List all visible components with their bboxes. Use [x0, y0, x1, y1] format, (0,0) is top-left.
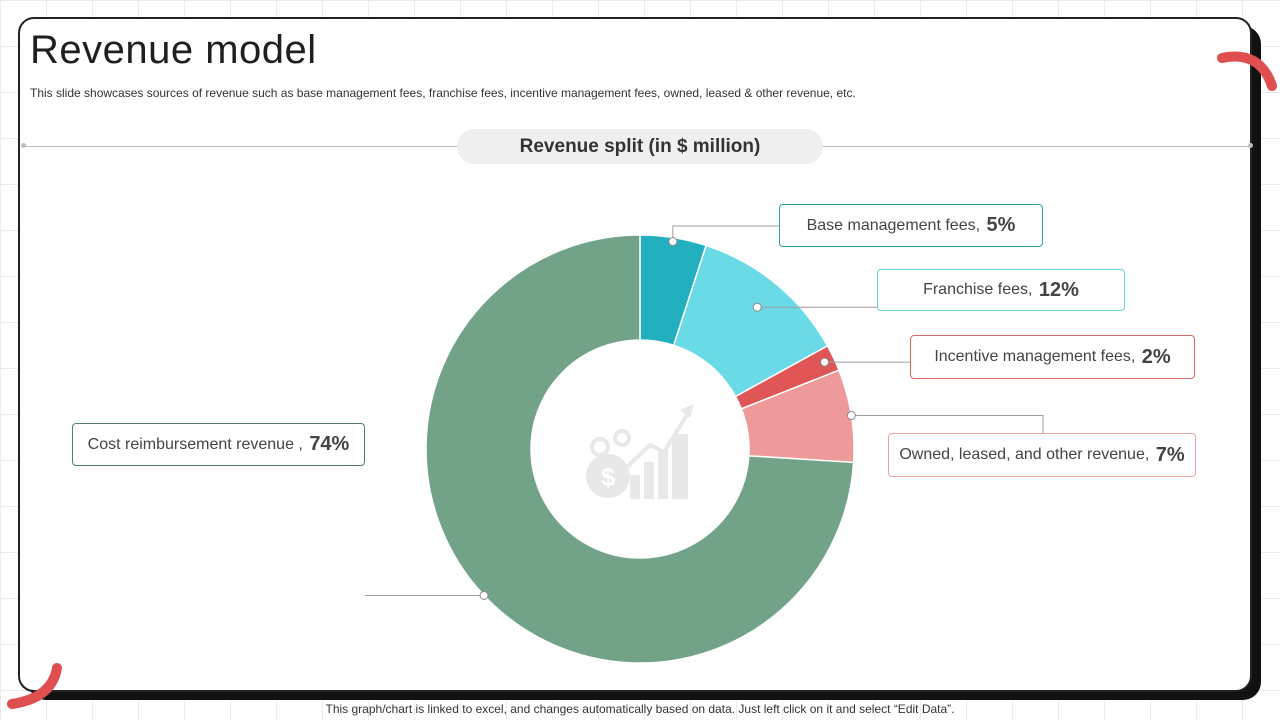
label-text: Cost reimbursement revenue , [87, 435, 303, 453]
chart-title: Revenue split (in $ million) [457, 129, 823, 164]
divider-right [823, 146, 1250, 147]
growth-chart-icon: $ [586, 404, 694, 499]
slice-cost-reimbursement-revenue [425, 234, 855, 664]
leader-anchor-dot [752, 302, 762, 312]
label-value: 74% [309, 433, 350, 455]
leader-line [672, 225, 779, 242]
label-franchise-fees: Franchise fees, 12% [877, 269, 1125, 311]
leader-anchor-dot [479, 590, 489, 600]
red-arc-decoration-top-right [1217, 51, 1277, 91]
label-base-management-fees: Base management fees, 5% [779, 204, 1043, 247]
divider-dot-right [1248, 143, 1253, 148]
page-title: Revenue model [30, 28, 317, 72]
label-text: Incentive management fees, [934, 348, 1136, 365]
label-text: Base management fees, [806, 216, 981, 234]
leader-anchor-dot [668, 237, 678, 247]
leader-anchor-dot [846, 411, 856, 421]
label-cost-reimbursement-revenue: Cost reimbursement revenue , 74% [72, 423, 365, 466]
label-value: 12% [1038, 278, 1079, 301]
footer-note: This graph/chart is linked to excel, and… [325, 702, 955, 716]
divider-left [23, 146, 457, 147]
label-text: Owned, leased, and other revenue, [899, 446, 1150, 463]
label-incentive-management-fees: Incentive management fees, 2% [910, 335, 1195, 379]
red-arc-decoration-bottom-left [7, 663, 62, 709]
label-value: 2% [1141, 345, 1171, 368]
leader-line [851, 415, 1044, 433]
page-subtitle: This slide showcases sources of revenue … [30, 86, 856, 100]
label-text: Franchise fees, [923, 281, 1033, 298]
label-value: 7% [1155, 443, 1185, 466]
leader-anchor-dot [820, 357, 830, 367]
svg-text:$: $ [601, 462, 616, 492]
divider-dot-left [21, 143, 26, 148]
label-value: 5% [986, 214, 1016, 236]
label-owned-leased-other-revenue: Owned, leased, and other revenue, 7% [888, 433, 1196, 477]
